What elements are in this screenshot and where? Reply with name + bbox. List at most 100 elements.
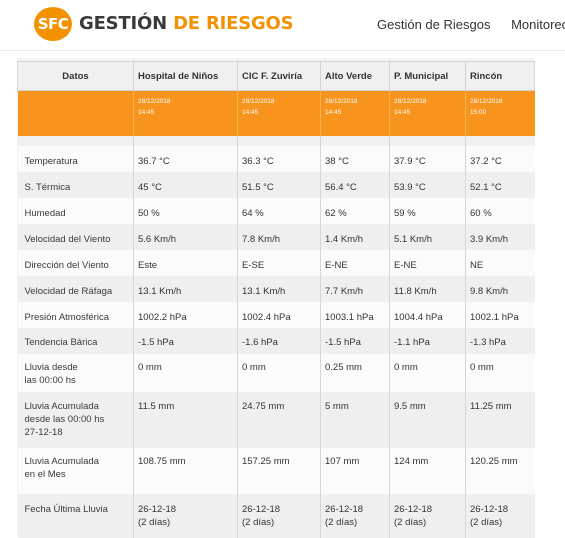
value-cell: 0 mm — [465, 354, 535, 392]
value-line: 26-12-18 — [470, 504, 509, 515]
value-line: (2 días) — [470, 517, 503, 528]
row-label-line: Temperatura — [24, 156, 78, 167]
value-line: 0 mm — [138, 362, 162, 373]
value-line: 107 mm — [325, 456, 360, 467]
value-cell: -1.6 hPa — [237, 328, 321, 354]
value-line: 1002.1 hPa — [470, 312, 519, 323]
value-line: 52.1 °C — [470, 182, 502, 193]
row-label: Presión Atmosférica — [17, 302, 134, 328]
value-line: 51.5 °C — [242, 182, 274, 193]
value-cell: 1002.2 hPa — [133, 302, 238, 328]
value-line: 124 mm — [394, 456, 429, 467]
value-line: 24.75 mm — [242, 401, 285, 412]
value-line: 5 mm — [325, 401, 349, 412]
value-line: 26-12-18 — [138, 504, 177, 515]
row-label-line: las 00:00 hs — [24, 375, 76, 386]
table-row: Lluvia Acumulada en el Mes 108.75 mm 157.25… — [17, 448, 535, 494]
header-station-cic-f-zuviria: CIC F. Zuviría — [237, 61, 321, 91]
value-line: 13.1 Km/h — [138, 286, 182, 297]
value-line: 1003.1 hPa — [325, 312, 374, 323]
value-line: 64 % — [242, 208, 264, 219]
timestamp-date: 28/12/2018 — [394, 98, 427, 105]
table-header-row: Datos Hospital de Niños CIC F. Zuviría A… — [17, 61, 535, 91]
value-line: 5.6 Km/h — [138, 234, 177, 245]
value-cell: 124 mm — [389, 448, 466, 494]
spacer-cell — [17, 136, 134, 146]
row-label-line: desde las 00:00 hs — [24, 414, 105, 425]
table-row: Temperatura 36.7 °C 36.3 °C 38 °C 37.9 °C 37.… — [17, 146, 535, 172]
value-line: 26-12-18 — [394, 504, 433, 515]
value-line: 50 % — [138, 208, 160, 219]
value-cell: -1.5 hPa — [133, 328, 238, 354]
value-cell: 52.1 °C — [465, 172, 535, 198]
spacer-cell — [389, 136, 466, 146]
value-line: 36.3 °C — [242, 156, 274, 167]
row-label-line: 27-12-18 — [24, 427, 63, 438]
value-cell: 1004.4 hPa — [389, 302, 466, 328]
value-cell: 24.75 mm — [237, 392, 321, 448]
header-station-hospital-de-ninos: Hospital de Niños — [133, 61, 238, 91]
value-cell: 37.2 °C — [465, 146, 535, 172]
value-cell: 0 mm — [133, 354, 238, 392]
value-cell: 37.9 °C — [389, 146, 466, 172]
value-line: 59 % — [394, 208, 416, 219]
value-cell: 51.5 °C — [237, 172, 321, 198]
value-cell: 7.8 Km/h — [237, 224, 321, 250]
row-label-line: Fecha Última Lluvia — [24, 504, 108, 515]
value-cell: 1003.1 hPa — [320, 302, 390, 328]
timestamp-cell: 28/12/2018 14:45 — [237, 90, 321, 136]
row-label-line: Velocidad de Ráfaga — [24, 286, 113, 297]
timestamp-time: 14:45 — [325, 109, 342, 116]
timestamp-date: 28/12/2018 — [470, 98, 503, 105]
value-cell: 60 % — [465, 198, 535, 224]
value-cell: 13.1 Km/h — [133, 276, 238, 302]
value-line: 60 % — [470, 208, 492, 219]
row-label: Temperatura — [17, 146, 134, 172]
site-header: SFC GESTIÓN DE RIESGOS Gestión de Riesgo… — [0, 0, 565, 51]
value-line: (2 días) — [242, 517, 275, 528]
nav-item-gestion-de-riesgos[interactable]: Gestión de Riesgos — [377, 17, 491, 32]
value-cell: 0 mm — [237, 354, 321, 392]
row-label-line: S. Térmica — [24, 182, 71, 193]
weather-stations-table: Datos Hospital de Niños CIC F. Zuviría A… — [17, 61, 535, 538]
header-datos: Datos — [17, 61, 134, 91]
value-line: Este — [138, 260, 158, 271]
value-line: 11.8 Km/h — [394, 286, 437, 297]
weather-panel: Datos Hospital de Niños CIC F. Zuviría A… — [17, 58, 535, 538]
row-label: Fecha Última Lluvia — [17, 494, 134, 538]
value-line: 3.9 Km/h — [470, 234, 509, 245]
value-line: 37.2 °C — [470, 156, 502, 167]
timestamp-row: 28/12/2018 14:45 28/12/2018 14:45 28/12/20… — [17, 90, 535, 136]
value-cell: 26-12-18 (2 días) — [389, 494, 466, 538]
header-station-alto-verde: Alto Verde — [320, 61, 390, 91]
row-label: Velocidad del Viento — [17, 224, 134, 250]
value-line: 120.25 mm — [470, 456, 518, 467]
timestamp-cell — [17, 90, 134, 136]
value-line: 5.1 Km/h — [394, 234, 433, 245]
value-line: 26-12-18 — [242, 504, 281, 515]
logo-mark[interactable]: SFC — [34, 7, 72, 41]
row-label-line: Presión Atmosférica — [24, 312, 109, 323]
row-label: Velocidad de Ráfaga — [17, 276, 134, 302]
value-cell: 120.25 mm — [465, 448, 535, 494]
timestamp-cell: 28/12/2018 14:45 — [133, 90, 238, 136]
value-cell: 36.3 °C — [237, 146, 321, 172]
row-label-line: Velocidad del Viento — [24, 234, 111, 245]
value-line: 45 °C — [138, 182, 162, 193]
value-line: (2 días) — [394, 517, 427, 528]
timestamp-cell: 28/12/2018 14:45 — [389, 90, 466, 136]
value-line: 1002.4 hPa — [242, 312, 291, 323]
header-station-rincon: Rincón — [465, 61, 535, 91]
value-line: E-NE — [394, 260, 417, 271]
value-cell: 26-12-18 (2 días) — [320, 494, 390, 538]
value-cell: 157.25 mm — [237, 448, 321, 494]
timestamp-time: 14:45 — [242, 109, 259, 116]
value-cell: 36.7 °C — [133, 146, 238, 172]
logo-wordmark[interactable]: GESTIÓN DE RIESGOS — [79, 13, 294, 34]
row-label-line: Lluvia Acumulada — [24, 456, 99, 467]
value-cell: 11.25 mm — [465, 392, 535, 448]
value-line: 13.1 Km/h — [242, 286, 286, 297]
value-line: 56.4 °C — [325, 182, 357, 193]
nav-item-monitoreo[interactable]: Monitoreo, — [511, 17, 565, 32]
value-line: -1.5 hPa — [138, 337, 174, 348]
